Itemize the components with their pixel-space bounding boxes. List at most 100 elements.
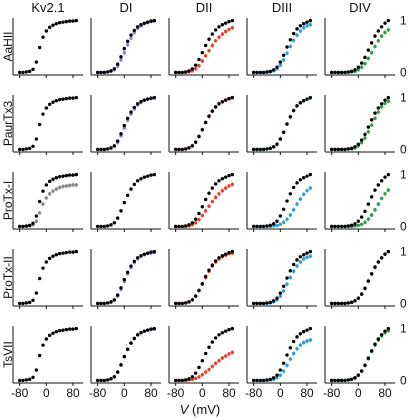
control-series-point [230,249,235,254]
control-series-point [291,31,296,36]
control-series-point [67,250,72,254]
control-series-point [343,147,347,152]
control-series-point [288,269,293,273]
toxin-series-point [376,202,381,206]
control-series-point [41,112,45,116]
control-series-point [223,175,228,179]
control-series-point [346,147,351,151]
toxin-series-point [301,340,306,345]
toxin-series-point [363,136,367,140]
control-series-point [135,179,140,183]
control-series-point [265,224,269,228]
control-series-point [54,253,59,257]
control-series-point [47,333,52,338]
control-series-point [132,259,137,264]
control-series-point [180,224,185,229]
control-series-point [187,377,191,381]
control-series-point [268,146,273,151]
toxin-series-point [379,196,384,201]
control-series-point [258,378,263,383]
control-series-point [139,23,143,27]
x-axis-label-variable: V [180,402,190,417]
control-series-point [359,292,364,296]
control-series-point [197,288,201,293]
control-series-point [44,337,49,341]
control-series-point [207,268,211,272]
control-series-point [376,29,381,33]
x-axis-label-unit: (mV) [188,402,220,417]
control-series-point [220,331,225,335]
control-series-point [57,174,62,179]
control-series-point [129,33,133,37]
y-axis-label: I/Imax [414,187,416,215]
control-series-point [142,329,147,333]
toxin-series-point [207,367,211,372]
control-series-point [278,291,283,295]
control-series-point [193,217,198,221]
toxin-series-point [298,260,303,264]
control-series-point [31,144,35,148]
control-series-point [203,197,208,202]
toxin-series-point [281,289,286,293]
control-series-point [213,259,218,263]
control-series-point [379,179,384,183]
control-series-point [74,172,79,177]
control-series-point [177,224,181,229]
toxin-series-point [197,217,201,222]
control-series-point [34,368,39,372]
control-series-point [227,173,231,178]
toxin-series-point [220,188,225,193]
control-series-point [346,301,351,305]
control-series-point [305,174,309,178]
control-series-point [135,25,140,29]
control-series-point [379,333,384,337]
control-series-point [145,328,150,332]
control-series-point [336,224,341,229]
toxin-series-point [295,33,299,37]
control-series-point [135,102,140,106]
toxin-series-point [230,350,235,355]
toxin-series-point [125,43,130,47]
control-series-point [295,27,299,31]
control-series-point [227,250,231,255]
control-series-point [363,209,367,214]
control-series-point [301,99,306,103]
control-series-point [207,37,211,41]
control-series-point [329,224,334,229]
control-series-point [336,70,341,75]
control-series-point [308,18,313,23]
toxin-series-point [369,123,374,127]
control-series-point [145,20,150,24]
control-series-point [173,147,178,152]
y-axis-label: I/Imax [414,264,416,292]
control-series-point [210,263,215,267]
control-series-point [363,132,367,137]
control-series-point [383,175,387,179]
control-series-point [359,369,364,373]
control-series-point [227,327,231,332]
toxin-series-point [281,369,286,373]
x-tick-label: 80 [66,386,80,400]
control-series-point [291,339,296,344]
control-series-point [112,221,117,225]
control-series-point [125,270,130,275]
control-series-point [180,378,185,383]
toxin-series-point [295,264,299,268]
toxin-series-point [373,116,377,121]
panel-protxii-dii [168,249,239,309]
control-series-point [122,46,127,51]
control-series-point [251,70,256,75]
control-series-point [278,137,283,141]
control-series-point [343,70,347,75]
toxin-series-point [288,357,293,361]
control-series-point [343,301,347,306]
row-label-protxii: ProTx-II [1,256,15,299]
control-series-point [220,177,225,181]
toxin-series-point [217,359,221,363]
control-series-point [41,189,45,193]
control-series-point [207,345,211,349]
control-series-point [139,331,143,335]
control-series-point [217,179,221,183]
control-series-point [281,53,286,58]
control-series-point [190,67,195,71]
